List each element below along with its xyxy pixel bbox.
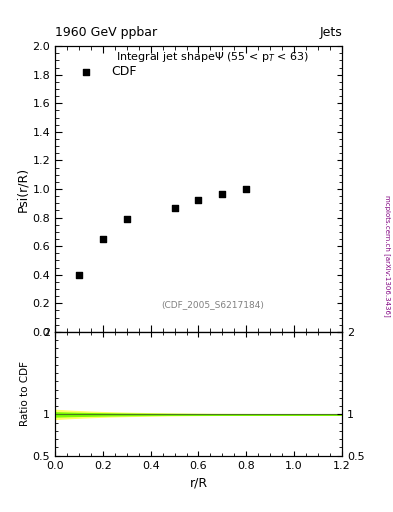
Point	[195, 196, 202, 204]
Y-axis label: Ratio to CDF: Ratio to CDF	[20, 361, 30, 426]
Point	[100, 235, 106, 243]
Point	[219, 190, 226, 198]
X-axis label: r/R: r/R	[189, 476, 208, 489]
Point	[243, 185, 250, 193]
Y-axis label: Psi(r/R): Psi(r/R)	[17, 166, 29, 211]
Point	[171, 204, 178, 212]
Text: CDF: CDF	[111, 65, 136, 78]
Text: (CDF_2005_S6217184): (CDF_2005_S6217184)	[162, 300, 264, 309]
Point	[83, 68, 89, 76]
Text: mcplots.cern.ch [arXiv:1306.3436]: mcplots.cern.ch [arXiv:1306.3436]	[384, 195, 391, 317]
Point	[76, 271, 82, 279]
Text: 1960 GeV ppbar: 1960 GeV ppbar	[55, 26, 157, 39]
Point	[124, 215, 130, 223]
Text: Integral jet shape$\Psi$ (55 < p$_T$ < 63): Integral jet shape$\Psi$ (55 < p$_T$ < 6…	[116, 50, 310, 65]
Text: Jets: Jets	[319, 26, 342, 39]
